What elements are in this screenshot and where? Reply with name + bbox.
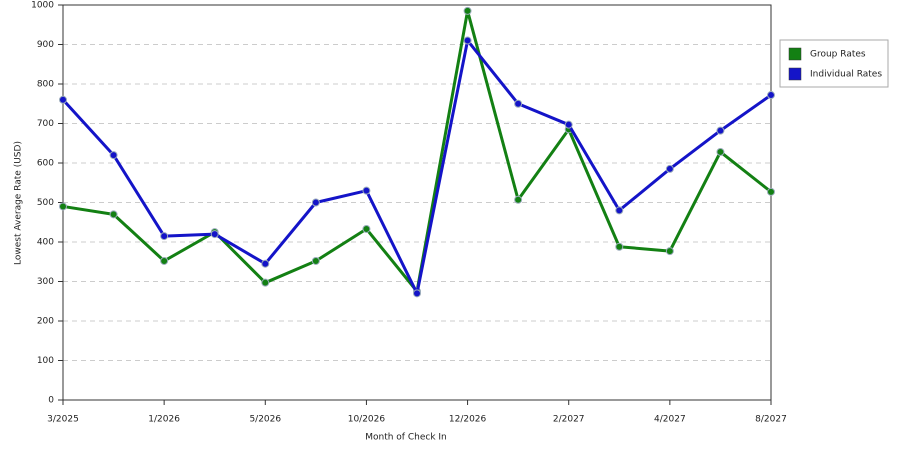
- x-tick-label: 8/2027: [755, 415, 787, 425]
- y-tick-label: 1000: [31, 1, 54, 11]
- x-tick-label: 12/2026: [449, 415, 487, 425]
- x-tick-label: 4/2027: [654, 415, 686, 425]
- y-tick-label: 0: [48, 396, 54, 406]
- y-tick-label: 500: [37, 198, 54, 208]
- point-marker: [261, 278, 270, 287]
- series-line: [61, 39, 772, 295]
- point-marker: [615, 206, 624, 215]
- point-marker: [463, 36, 472, 45]
- x-tick-label: 1/2026: [148, 415, 180, 425]
- point-marker: [413, 289, 421, 298]
- x-tick-label: 5/2026: [249, 415, 281, 425]
- point-marker: [564, 120, 573, 129]
- y-axis-label: Lowest Average Rate (USD): [14, 141, 24, 265]
- point-marker: [767, 91, 775, 100]
- point-marker: [362, 224, 371, 233]
- point-marker: [362, 186, 371, 195]
- point-marker: [716, 147, 725, 156]
- point-marker: [767, 187, 775, 196]
- legend-swatch: [788, 47, 802, 61]
- legend-label: Individual Rates: [810, 70, 882, 80]
- point-marker: [210, 230, 219, 239]
- y-tick-label: 700: [37, 119, 54, 129]
- y-tick-label: 300: [37, 277, 54, 287]
- point-marker: [59, 202, 67, 211]
- point-marker: [311, 198, 320, 207]
- y-tick-label: 400: [37, 238, 54, 248]
- y-tick-label: 600: [37, 159, 54, 169]
- series-line: [62, 9, 772, 293]
- point-marker: [109, 151, 118, 160]
- x-axis-label: Month of Check In: [365, 433, 447, 443]
- x-tick-label: 2/2027: [553, 415, 585, 425]
- point-marker: [160, 256, 169, 265]
- point-marker: [261, 259, 270, 268]
- legend-label: Group Rates: [810, 50, 866, 60]
- point-marker: [311, 256, 320, 265]
- point-marker: [109, 210, 118, 219]
- y-tick-label: 100: [37, 356, 54, 366]
- point-marker: [514, 195, 523, 204]
- legend-swatch: [788, 67, 802, 81]
- y-tick-label: 800: [37, 80, 54, 90]
- y-tick-label: 900: [37, 40, 54, 50]
- point-marker: [665, 164, 674, 173]
- point-marker: [716, 126, 725, 135]
- x-tick-label: 10/2026: [348, 415, 386, 425]
- point-marker: [665, 247, 674, 256]
- y-tick-label: 200: [37, 317, 54, 327]
- x-tick-label: 3/2025: [47, 415, 79, 425]
- point-marker: [160, 232, 169, 241]
- point-marker: [463, 6, 472, 15]
- point-marker: [514, 99, 523, 108]
- point-marker: [615, 242, 624, 251]
- point-marker: [59, 95, 67, 104]
